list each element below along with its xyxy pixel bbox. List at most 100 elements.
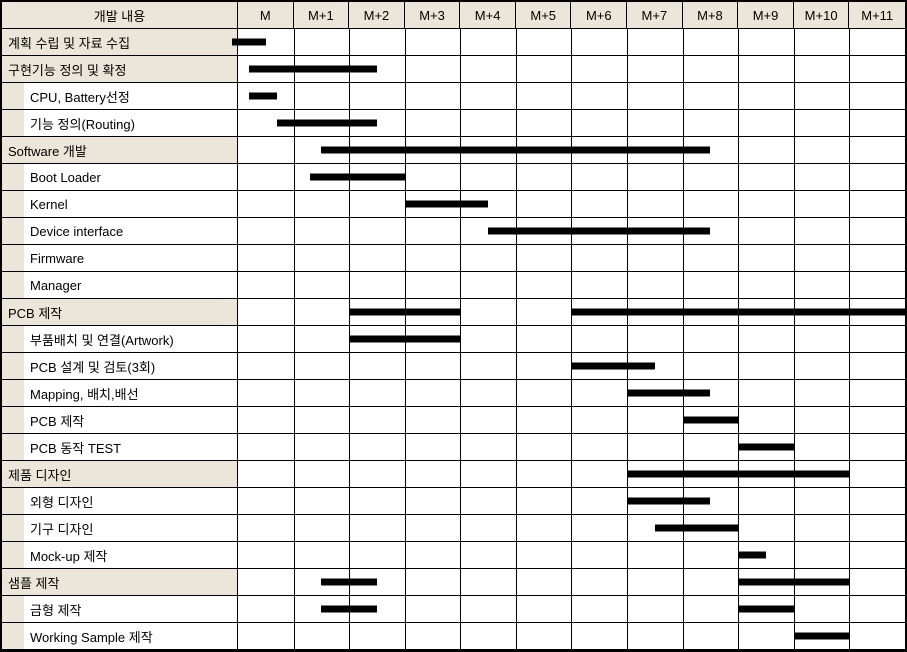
gantt-bar: [349, 336, 460, 343]
indent-spacer: [2, 623, 24, 650]
gantt-area: [238, 191, 905, 218]
indent-spacer: [2, 407, 24, 434]
gantt-bar: [249, 66, 377, 73]
header-month: M+2: [349, 2, 405, 29]
row-label: 외형 디자인: [24, 488, 238, 515]
gantt-bar: [655, 525, 738, 532]
gantt-area: [238, 569, 905, 596]
gantt-area: [238, 380, 905, 407]
row-label: Software 개발: [2, 137, 238, 164]
row-label: PCB 제작: [2, 299, 238, 326]
header-month: M+4: [460, 2, 516, 29]
row-label: 기능 정의(Routing): [24, 110, 238, 137]
gantt-area: [238, 272, 905, 299]
row-label: 기구 디자인: [24, 515, 238, 542]
header-month: M+10: [794, 2, 850, 29]
gantt-area: [238, 137, 905, 164]
row-label: Manager: [24, 272, 238, 299]
gantt-area: [238, 83, 905, 110]
row-label: Working Sample 제작: [24, 623, 238, 650]
indent-spacer: [2, 245, 24, 272]
gantt-bar: [738, 606, 794, 613]
row-label: 부품배치 및 연결(Artwork): [24, 326, 238, 353]
header-month: M+5: [516, 2, 572, 29]
row-label: Mock-up 제작: [24, 542, 238, 569]
gantt-area: [238, 353, 905, 380]
header-month: M+6: [571, 2, 627, 29]
row-label: Boot Loader: [24, 164, 238, 191]
indent-spacer: [2, 110, 24, 137]
gantt-bar: [310, 174, 404, 181]
indent-spacer: [2, 272, 24, 299]
indent-spacer: [2, 542, 24, 569]
indent-spacer: [2, 434, 24, 461]
gantt-bar: [571, 363, 654, 370]
header-month: M+11: [849, 2, 905, 29]
gantt-bar: [488, 228, 710, 235]
gantt-area: [238, 461, 905, 488]
gantt-bar: [738, 552, 766, 559]
indent-spacer: [2, 326, 24, 353]
gantt-area: [238, 56, 905, 83]
gantt-bar: [232, 39, 265, 46]
row-label: Kernel: [24, 191, 238, 218]
gantt-chart: 개발 내용MM+1M+2M+3M+4M+5M+6M+7M+8M+9M+10M+1…: [0, 0, 907, 652]
row-label: 구현기능 정의 및 확정: [2, 56, 238, 83]
gantt-area: [238, 326, 905, 353]
indent-spacer: [2, 515, 24, 542]
gantt-area: [238, 245, 905, 272]
gantt-area: [238, 488, 905, 515]
header-month: M: [238, 2, 294, 29]
header-month: M+1: [294, 2, 350, 29]
header-month: M+9: [738, 2, 794, 29]
row-label: Firmware: [24, 245, 238, 272]
gantt-area: [238, 110, 905, 137]
header-title: 개발 내용: [2, 2, 238, 29]
row-label: 계획 수립 및 자료 수집: [2, 29, 238, 56]
indent-spacer: [2, 596, 24, 623]
indent-spacer: [2, 191, 24, 218]
indent-spacer: [2, 353, 24, 380]
row-label: Device interface: [24, 218, 238, 245]
gantt-bar: [738, 579, 849, 586]
gantt-area: [238, 542, 905, 569]
row-label: 금형 제작: [24, 596, 238, 623]
gantt-bar: [627, 498, 710, 505]
header-month: M+8: [683, 2, 739, 29]
row-label: PCB 제작: [24, 407, 238, 434]
gantt-area: [238, 164, 905, 191]
row-label: PCB 설계 및 검토(3회): [24, 353, 238, 380]
gantt-area: [238, 596, 905, 623]
gantt-bar: [571, 309, 907, 316]
gantt-area: [238, 434, 905, 461]
gantt-bar: [738, 444, 794, 451]
gantt-bar: [627, 471, 849, 478]
indent-spacer: [2, 488, 24, 515]
gantt-bar: [321, 147, 710, 154]
row-label: PCB 동작 TEST: [24, 434, 238, 461]
indent-spacer: [2, 218, 24, 245]
indent-spacer: [2, 380, 24, 407]
row-label: 샘플 제작: [2, 569, 238, 596]
header-month: M+7: [627, 2, 683, 29]
gantt-bar: [321, 579, 377, 586]
header-month: M+3: [405, 2, 461, 29]
gantt-bar: [683, 417, 739, 424]
indent-spacer: [2, 164, 24, 191]
gantt-bar: [627, 390, 710, 397]
gantt-bar: [249, 93, 277, 100]
gantt-bar: [405, 201, 488, 208]
gantt-area: [238, 218, 905, 245]
gantt-bar: [277, 120, 377, 127]
gantt-bar: [321, 606, 377, 613]
gantt-area: [238, 515, 905, 542]
gantt-bar: [794, 633, 850, 640]
row-label: CPU, Battery선정: [24, 83, 238, 110]
gantt-area: [238, 299, 905, 326]
gantt-area: [238, 623, 905, 650]
indent-spacer: [2, 83, 24, 110]
gantt-bar: [349, 309, 460, 316]
gantt-area: [238, 407, 905, 434]
gantt-area: [238, 29, 905, 56]
row-label: 제품 디자인: [2, 461, 238, 488]
